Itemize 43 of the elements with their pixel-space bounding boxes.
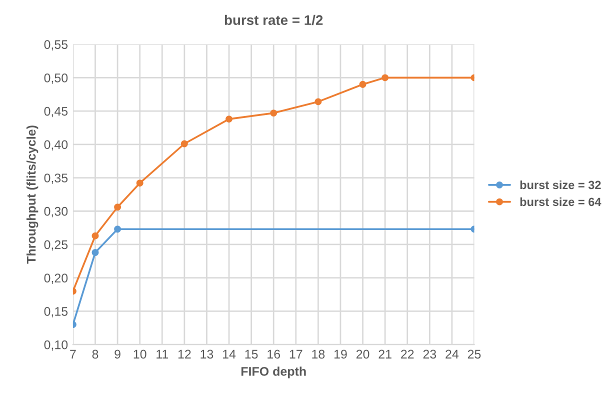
y-tick-label: 0,25 [44, 240, 68, 251]
point [359, 80, 366, 88]
x-tick-label: 10 [134, 350, 146, 359]
x-tick-label: 20 [356, 350, 370, 359]
point [314, 98, 322, 106]
point [180, 140, 188, 148]
x-tick-label: 17 [290, 350, 302, 358]
x-axis-title: FIFO depth [241, 366, 306, 378]
y-tick-label: 0,10 [44, 340, 68, 351]
legend-label: burst size = 32 [520, 180, 601, 190]
x-tick-label: 24 [446, 350, 459, 358]
point [136, 180, 144, 187]
x-tick-label: 19 [334, 350, 347, 359]
y-tick-label: 0,40 [44, 140, 68, 151]
y-tick-label: 0,15 [44, 307, 68, 318]
chart-title: burst rate = 1/2 [224, 14, 323, 26]
point [114, 204, 122, 211]
y-tick-label: 0,55 [44, 40, 68, 50]
y-tick-label: 0,50 [44, 73, 68, 84]
y-tick-label: 0,35 [44, 174, 68, 184]
x-tick-label: 16 [268, 350, 280, 359]
x-tick-label: 13 [200, 350, 214, 359]
x-tick-label: 7 [70, 350, 76, 358]
point [382, 74, 389, 82]
x-tick-label: 8 [92, 350, 98, 359]
x-tick-label: 12 [178, 350, 191, 358]
x-tick-label: 25 [468, 350, 481, 359]
y-tick-label: 0,30 [44, 206, 68, 218]
x-tick-label: 18 [312, 350, 325, 359]
point [226, 116, 232, 123]
legend-label: burst size = 64 [520, 197, 602, 206]
x-tick-label: 15 [245, 350, 258, 359]
y-axis-title: Throughput (flits/cycle) [26, 126, 38, 264]
x-tick-label: 22 [401, 350, 414, 358]
x-tick-label: 14 [223, 350, 236, 358]
point [270, 110, 278, 117]
x-tick-label: 9 [114, 350, 120, 359]
x-tick-label: 23 [423, 350, 436, 359]
y-tick-label: 0,20 [44, 274, 68, 284]
point [92, 232, 99, 240]
x-tick-label: 21 [378, 350, 392, 358]
y-tick-label: 0,45 [44, 106, 68, 118]
x-tick-label: 11 [156, 350, 168, 358]
